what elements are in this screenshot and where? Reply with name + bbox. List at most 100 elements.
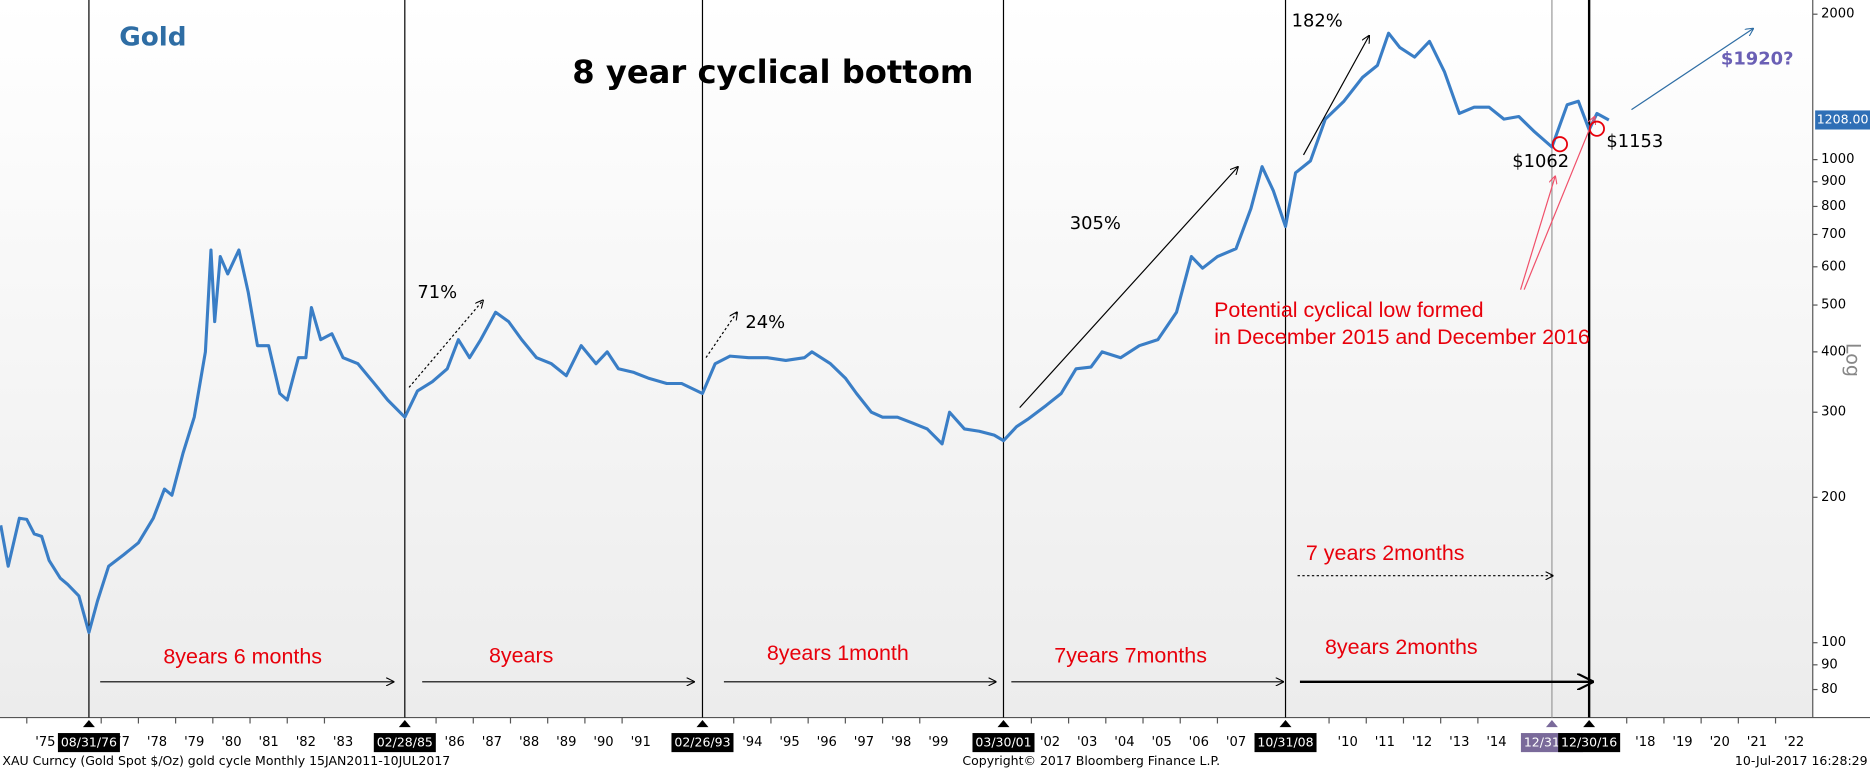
- x-tick-label: '88: [519, 735, 539, 750]
- duration-label: 8years 2months: [1325, 635, 1478, 659]
- y-tick-label: 700: [1821, 227, 1846, 242]
- y-tick-label: 100: [1821, 635, 1846, 650]
- arrows: [100, 29, 1753, 682]
- x-tick-label: '13: [1449, 735, 1469, 750]
- x-tick-label: '02: [1040, 735, 1060, 750]
- x-tick-label: '95: [779, 735, 799, 750]
- y-tick-label: 2000: [1821, 7, 1854, 22]
- price-line: [0, 31, 1610, 635]
- annotation: 7 years 2months: [1306, 541, 1465, 565]
- annotation: 182%: [1292, 10, 1343, 31]
- x-tick-label: '97: [854, 735, 874, 750]
- x-tick-label: '79: [184, 735, 204, 750]
- arrow: [1019, 167, 1238, 409]
- x-tick-label: '10: [1338, 735, 1358, 750]
- date-pointer: [696, 719, 709, 728]
- x-tick-label: '78: [147, 735, 167, 750]
- date-label-bg: [1558, 733, 1621, 753]
- annotation: $1920?: [1721, 49, 1794, 70]
- x-tick-label: '89: [556, 735, 576, 750]
- date-label: 02/26/93: [674, 735, 730, 750]
- arrow: [1302, 36, 1370, 156]
- x-tick-label: '04: [1114, 735, 1134, 750]
- x-tick-label: '20: [1710, 735, 1730, 750]
- x-tick-label: '05: [1151, 735, 1171, 750]
- annotation: $1153: [1606, 131, 1663, 152]
- x-tick-label: '11: [1375, 735, 1395, 750]
- date-label-bg: [972, 733, 1035, 753]
- footer-text: Copyright© 2017 Bloomberg Finance L.P.: [962, 753, 1220, 768]
- date-label: 10/31/08: [1257, 735, 1313, 750]
- price-tag-label: 1208.00: [1817, 111, 1869, 126]
- x-tick-label: '06: [1189, 735, 1209, 750]
- date-pointer: [997, 719, 1010, 728]
- x-tick-label: '96: [817, 735, 837, 750]
- x-tick-label: '18: [1635, 735, 1655, 750]
- highlight-circle: [1588, 120, 1605, 137]
- annotation: 305%: [1070, 213, 1121, 234]
- y-tick-label: 800: [1821, 199, 1846, 214]
- date-label: 08/31/76: [61, 735, 117, 750]
- date-label: 12/30/16: [1561, 735, 1617, 750]
- y-tick-label: 900: [1821, 174, 1846, 189]
- x-tick-label: '98: [891, 735, 911, 750]
- x-tick-label: '12: [1412, 735, 1432, 750]
- chart-subtitle: 8 year cyclical bottom: [572, 53, 973, 91]
- duration-label: 7years 7months: [1054, 643, 1207, 667]
- y-tick-label: 80: [1821, 682, 1838, 697]
- duration-label: 8years: [489, 643, 553, 667]
- x-tick-label: '14: [1486, 735, 1506, 750]
- x-tick-label: '90: [593, 735, 613, 750]
- x-tick-label: '75: [35, 735, 55, 750]
- date-pointer: [1583, 719, 1596, 728]
- arrow: [1523, 117, 1594, 290]
- date-pointer: [398, 719, 411, 728]
- y-tick-label: 300: [1821, 405, 1846, 420]
- footer-text: XAU Curncy (Gold Spot $/Oz) gold cycle M…: [2, 753, 450, 768]
- x-tick-label: '87: [482, 735, 502, 750]
- annotation: 71%: [417, 282, 457, 303]
- x-tick-label: '21: [1747, 735, 1767, 750]
- date-label-bg: [671, 733, 734, 753]
- date-label: 02/28/85: [377, 735, 433, 750]
- x-tick-label: '91: [631, 735, 651, 750]
- x-tick-label: '82: [296, 735, 316, 750]
- date-label: 03/30/01: [975, 735, 1031, 750]
- y-tick-label: 200: [1821, 490, 1846, 505]
- highlight-circle: [1551, 136, 1568, 153]
- arrow: [1519, 176, 1556, 290]
- annotation: Potential cyclical low formed: [1214, 298, 1484, 322]
- arrow: [1631, 29, 1753, 111]
- chart-title: Gold: [119, 23, 186, 53]
- x-tick-label: '99: [928, 735, 948, 750]
- x-tick-label: '81: [258, 735, 278, 750]
- x-tick-label: '86: [445, 735, 465, 750]
- annotation: 24%: [745, 312, 785, 333]
- x-tick-label: '22: [1784, 735, 1804, 750]
- y-tick-label: 600: [1821, 259, 1846, 274]
- annotation: in December 2015 and December 2016: [1214, 325, 1590, 349]
- y-tick-label: 90: [1821, 657, 1838, 672]
- y-axis-label: Log: [1842, 343, 1864, 377]
- date-pointer: [1545, 719, 1558, 728]
- date-pointer: [1279, 719, 1292, 728]
- footer-text: 10-Jul-2017 16:28:29: [1735, 753, 1868, 768]
- x-tick-label: '80: [221, 735, 241, 750]
- x-tick-label: '19: [1672, 735, 1692, 750]
- x-tick-label: '83: [333, 735, 353, 750]
- annotation: $1062: [1512, 151, 1569, 172]
- x-tick-label: '07: [1226, 735, 1246, 750]
- x-tick-label: '94: [742, 735, 762, 750]
- date-label-bg: [57, 733, 120, 753]
- duration-label: 8years 1month: [767, 641, 909, 665]
- y-tick-label: 400: [1821, 344, 1846, 359]
- duration-label: 8years 6 months: [163, 645, 322, 669]
- y-tick-label: 500: [1821, 298, 1846, 313]
- price-tag: [1815, 110, 1870, 130]
- date-pointer: [82, 719, 95, 728]
- y-tick-label: 1000: [1821, 152, 1854, 167]
- x-tick-label: '03: [1077, 735, 1097, 750]
- date-label-bg: [1254, 733, 1317, 753]
- date-label-bg: [373, 733, 436, 753]
